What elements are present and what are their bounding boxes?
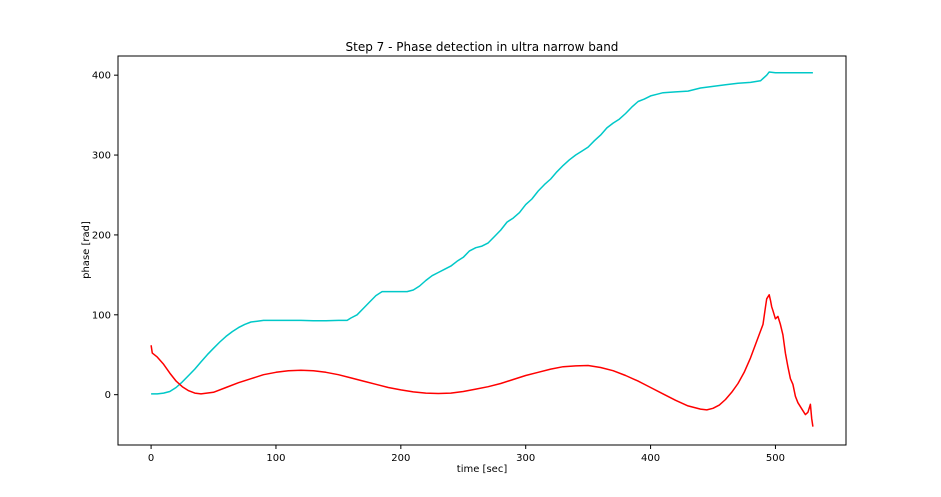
x-tick-label: 200 (391, 453, 410, 464)
y-tick-label: 100 (92, 310, 111, 321)
y-axis-label: phase [rad] (81, 221, 92, 279)
y-tick-label: 0 (105, 390, 111, 401)
y-axis-ticks: 0 100 200 300 400 (92, 71, 118, 401)
y-tick-label: 400 (92, 71, 111, 82)
plot-area (117, 55, 847, 446)
x-tick-label: 400 (641, 453, 660, 464)
axes-frame (117, 55, 847, 446)
x-axis-ticks: 0 100 200 300 400 500 (148, 445, 785, 464)
series-line-2 (150, 294, 814, 427)
x-tick-label: 300 (516, 453, 535, 464)
y-tick-label: 300 (92, 151, 111, 162)
x-tick-label: 100 (266, 453, 285, 464)
chart-title: Step 7 - Phase detection in ultra narrow… (346, 40, 619, 54)
x-tick-label: 0 (148, 453, 154, 464)
series-line-1 (151, 71, 813, 395)
y-tick-label: 200 (92, 230, 111, 241)
series-layer (150, 71, 814, 427)
x-tick-label: 500 (766, 453, 785, 464)
x-axis-label: time [sec] (457, 464, 508, 475)
